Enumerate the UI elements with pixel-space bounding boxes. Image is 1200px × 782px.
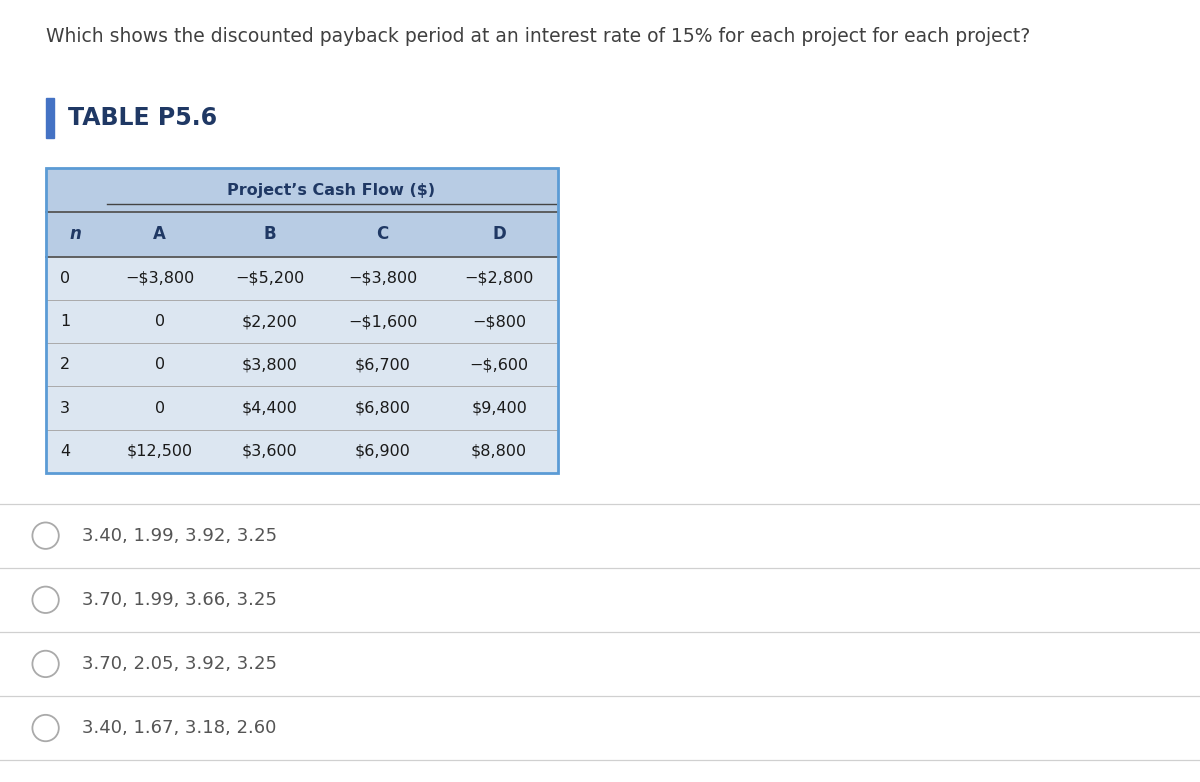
Bar (46, 430, 558, 473)
Text: $3,600: $3,600 (242, 444, 298, 459)
Text: −$5,200: −$5,200 (235, 271, 305, 285)
Text: 3: 3 (60, 400, 70, 416)
Text: 0: 0 (155, 400, 164, 416)
Text: 4: 4 (60, 444, 70, 459)
Text: 1: 1 (60, 314, 71, 329)
Text: $6,900: $6,900 (354, 444, 410, 459)
Text: A: A (154, 225, 166, 243)
Text: 3.40, 1.67, 3.18, 2.60: 3.40, 1.67, 3.18, 2.60 (82, 719, 276, 737)
Text: 0: 0 (60, 271, 70, 285)
Text: −$800: −$800 (472, 314, 526, 329)
Bar (46, 256, 558, 300)
Bar (46, 168, 558, 213)
Text: −$2,800: −$2,800 (464, 271, 534, 285)
Text: TABLE P5.6: TABLE P5.6 (68, 106, 217, 130)
Text: $9,400: $9,400 (472, 400, 527, 416)
Text: $12,500: $12,500 (126, 444, 193, 459)
Text: D: D (492, 225, 506, 243)
Text: C: C (377, 225, 389, 243)
Text: −$1,600: −$1,600 (348, 314, 418, 329)
Text: $8,800: $8,800 (472, 444, 527, 459)
Text: $2,200: $2,200 (242, 314, 298, 329)
Bar (46, 98, 54, 138)
Bar (46, 386, 558, 430)
Text: n: n (70, 225, 82, 243)
Text: 2: 2 (60, 357, 70, 372)
Text: 0: 0 (155, 357, 164, 372)
Text: −$3,800: −$3,800 (125, 271, 194, 285)
Bar (46, 213, 558, 256)
Text: Which shows the discounted payback period at an interest rate of 15% for each pr: Which shows the discounted payback perio… (46, 27, 1030, 46)
Text: 3.70, 1.99, 3.66, 3.25: 3.70, 1.99, 3.66, 3.25 (82, 590, 276, 609)
Bar (46, 300, 558, 343)
Text: Project’s Cash Flow ($): Project’s Cash Flow ($) (227, 183, 436, 198)
Text: −$,600: −$,600 (469, 357, 529, 372)
Text: $4,400: $4,400 (242, 400, 298, 416)
Text: 3.70, 2.05, 3.92, 3.25: 3.70, 2.05, 3.92, 3.25 (82, 655, 277, 673)
Text: $6,800: $6,800 (354, 400, 410, 416)
Text: −$3,800: −$3,800 (348, 271, 418, 285)
Text: $3,800: $3,800 (242, 357, 298, 372)
Bar (46, 343, 558, 386)
Text: $6,700: $6,700 (354, 357, 410, 372)
Text: 0: 0 (155, 314, 164, 329)
Text: 3.40, 1.99, 3.92, 3.25: 3.40, 1.99, 3.92, 3.25 (82, 526, 277, 545)
Text: B: B (264, 225, 276, 243)
